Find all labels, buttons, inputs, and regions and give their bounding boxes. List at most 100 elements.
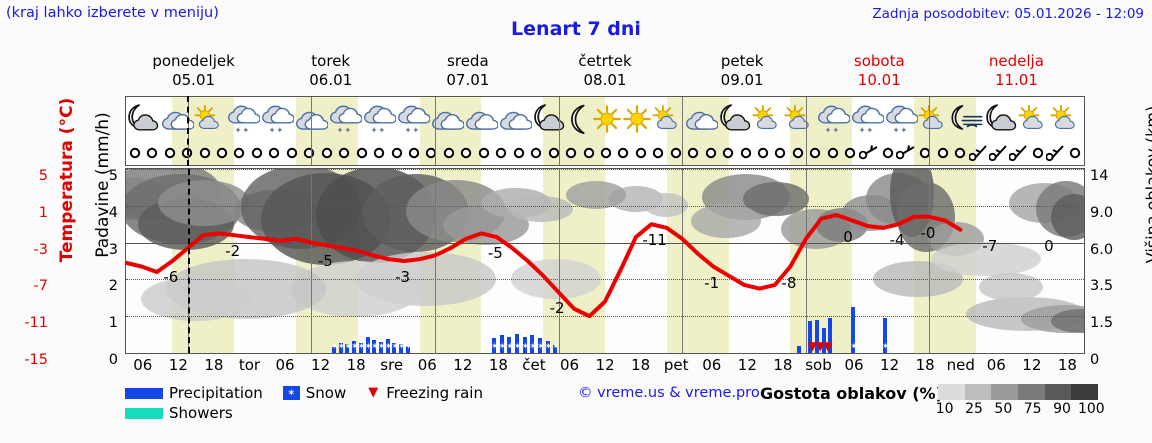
wind-calm-icon bbox=[597, 140, 614, 165]
temperature-tick-label: 1 bbox=[38, 204, 48, 221]
snow-flag-icon: ✶ bbox=[344, 342, 352, 352]
density-tick-label: 100 bbox=[1077, 401, 1105, 417]
wind-calm-icon bbox=[1066, 140, 1083, 165]
weather-icon-strip: ✦ ✦ ✦ ✦ ✦ ✦ ✦ ✦ ✦ ✦ bbox=[125, 96, 1085, 140]
wind-calm-icon bbox=[650, 140, 667, 165]
wind-calm-icon bbox=[510, 140, 527, 165]
snow-flag-icon: ✶ bbox=[377, 342, 386, 352]
cloud-height-tick-label: 1.5 bbox=[1090, 315, 1114, 332]
wind-calm-icon bbox=[370, 140, 387, 165]
time-tick-label: 12 bbox=[1022, 356, 1042, 374]
wind-calm-icon bbox=[143, 140, 160, 165]
svg-text:✦: ✦ bbox=[412, 125, 419, 135]
snow-flag-icon: ✶ bbox=[513, 342, 522, 352]
precipitation-bar bbox=[499, 335, 504, 353]
svg-text:✦: ✦ bbox=[344, 125, 351, 135]
wind-calm-icon bbox=[283, 140, 300, 165]
wind-calm-icon bbox=[527, 140, 544, 165]
day-header-5: petek 09.01 bbox=[674, 52, 811, 92]
precipitation-bar bbox=[851, 307, 856, 353]
temperature-value-label: -5 bbox=[317, 252, 333, 271]
day-separator bbox=[805, 140, 807, 165]
day-header-2: torek 06.01 bbox=[262, 52, 399, 92]
precipitation-bar bbox=[882, 318, 887, 353]
svg-text:✦: ✦ bbox=[832, 125, 839, 135]
current-time-marker bbox=[187, 169, 190, 353]
wind-calm-icon bbox=[353, 140, 370, 165]
sun-cloud-icon bbox=[784, 97, 816, 140]
day-separator bbox=[311, 97, 313, 140]
time-tick-label: sob bbox=[805, 356, 832, 374]
time-tick-label: 18 bbox=[488, 356, 508, 374]
density-swatch bbox=[1018, 384, 1045, 400]
horizontal-gridline bbox=[126, 205, 1084, 207]
day-separator bbox=[805, 97, 807, 140]
svg-text:✦: ✦ bbox=[276, 125, 283, 135]
wind-calm-icon bbox=[335, 140, 352, 165]
cloud-height-tick-label: 14 bbox=[1090, 168, 1109, 184]
density-tick-label: 25 bbox=[965, 401, 983, 417]
wind-calm-icon bbox=[824, 140, 841, 165]
time-tick-label: 06 bbox=[133, 356, 153, 374]
sun-cloud-icon bbox=[652, 97, 684, 140]
wind-calm-icon bbox=[405, 140, 422, 165]
sun-cloud-icon bbox=[1050, 97, 1082, 140]
legend-showers-label: Showers bbox=[169, 404, 233, 422]
day-separator bbox=[311, 140, 313, 165]
cloud-snow-icon: ✦ ✦ bbox=[850, 97, 884, 140]
precipitation-bar bbox=[365, 337, 370, 353]
day-name: četrtek bbox=[578, 52, 632, 70]
snow-flag-icon: ✶ bbox=[398, 342, 406, 352]
wind-calm-icon bbox=[318, 140, 335, 165]
precipitation-bar bbox=[545, 340, 550, 353]
day-header-row: ponedeljek 05.01 torek 06.01 sreda 07.01 četrt… bbox=[125, 52, 1085, 92]
sun-cloud-icon bbox=[752, 97, 784, 140]
horizontal-gridline bbox=[126, 279, 1084, 281]
day-name: ponedeljek bbox=[152, 52, 235, 70]
day-separator bbox=[435, 97, 437, 140]
temperature-tick-label: -15 bbox=[24, 352, 48, 368]
wind-calm-icon bbox=[545, 140, 562, 165]
wind-calm-icon bbox=[916, 140, 933, 165]
density-tick-label: 10 bbox=[935, 401, 954, 417]
wind-calm-icon bbox=[685, 140, 702, 165]
day-separator bbox=[805, 169, 807, 353]
snow-flag-icon: ✶ bbox=[544, 342, 553, 352]
day-separator bbox=[558, 140, 560, 165]
time-tick-label: ned bbox=[946, 356, 975, 374]
wind-barb-icon bbox=[988, 140, 1009, 165]
page-title: Lenart 7 dni bbox=[511, 18, 641, 40]
precipitation-bar bbox=[796, 345, 801, 353]
legend-snow-label: Snow bbox=[305, 384, 347, 402]
temperature-value-label: -5 bbox=[487, 244, 503, 263]
cloud-height-axis-ticks: 14 9.0 6.0 3.5 1.5 0 bbox=[1090, 160, 1138, 368]
legend-row-showers: Showers bbox=[125, 403, 545, 423]
wind-calm-icon bbox=[951, 140, 968, 165]
temperature-tick-label: -11 bbox=[24, 315, 48, 332]
day-separator bbox=[929, 140, 931, 165]
day-date: 09.01 bbox=[720, 71, 764, 89]
snow-icon: ✶ bbox=[282, 386, 300, 400]
temperature-value-label: -3 bbox=[395, 268, 411, 286]
time-tick-label: 12 bbox=[737, 356, 757, 374]
precipitation-bar bbox=[828, 318, 833, 353]
day-separator bbox=[682, 97, 684, 140]
legend-precipitation-label: Precipitation bbox=[169, 384, 263, 402]
precipitation-tick-label: 2 bbox=[108, 278, 118, 295]
day-name: petek bbox=[720, 52, 764, 70]
legend-freezing-rain-label: Freezing rain bbox=[386, 384, 483, 402]
precipitation-swatch bbox=[125, 387, 163, 399]
wind-calm-icon bbox=[632, 140, 649, 165]
snow-flag-icon: ✶ bbox=[850, 342, 858, 352]
horizontal-gridline bbox=[126, 316, 1084, 318]
temperature-value-label: -8 bbox=[781, 273, 797, 292]
day-header-7: nedelja 11.01 bbox=[948, 52, 1085, 92]
moon-fog-icon bbox=[950, 97, 984, 140]
moon-cloud-icon bbox=[126, 97, 160, 140]
cloud-icon bbox=[294, 97, 328, 140]
wind-calm-icon bbox=[1029, 140, 1046, 165]
day-separator bbox=[558, 169, 560, 353]
temperature-value-label: -2 bbox=[549, 299, 565, 318]
precipitation-bar bbox=[352, 341, 357, 353]
wind-barb-strip bbox=[125, 140, 1085, 166]
